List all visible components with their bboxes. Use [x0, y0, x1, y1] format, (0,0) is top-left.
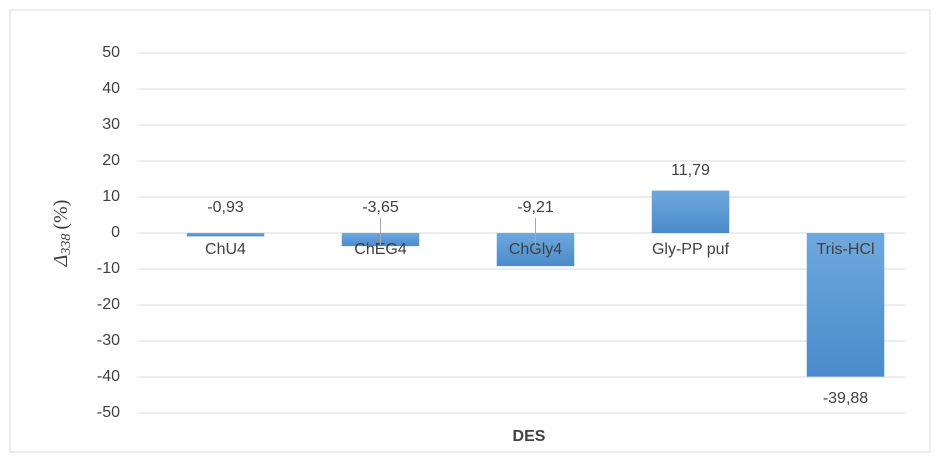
- y-tick-label: -30: [97, 332, 120, 349]
- y-label-subscript: 338: [59, 234, 74, 256]
- value-label: 11,79: [671, 162, 710, 179]
- x-tick-label: ChU4: [205, 241, 246, 258]
- value-label: -3,65: [362, 199, 399, 216]
- y-tick-label: -20: [97, 296, 120, 313]
- y-label-symbol: Δ: [50, 255, 72, 268]
- y-tick-label: 0: [111, 224, 120, 241]
- y-tick-label: -50: [97, 404, 120, 421]
- x-tick-label: ChGly4: [509, 241, 562, 258]
- chart-border: [9, 9, 931, 453]
- bar: [651, 190, 730, 233]
- bar: [186, 233, 265, 237]
- x-axis-label: DES: [513, 428, 546, 445]
- value-label: -0,93: [207, 199, 244, 216]
- y-tick-label: -10: [97, 260, 120, 277]
- y-tick-label: -40: [97, 368, 120, 385]
- x-tick-label: ChEG4: [354, 241, 407, 258]
- y-axis-label: Δ338 (%): [50, 200, 75, 268]
- y-tick-label: 30: [102, 116, 120, 133]
- bar: [806, 233, 885, 377]
- x-tick-label: Gly-PP puf: [652, 241, 730, 258]
- y-tick-label: 10: [102, 188, 120, 205]
- y-tick-label: 50: [102, 44, 120, 61]
- value-label: -9,21: [517, 199, 554, 216]
- y-tick-label: 20: [102, 152, 120, 169]
- y-label-unit: (%): [50, 200, 72, 230]
- value-label: -39,88: [823, 390, 868, 407]
- x-tick-label: Tris-HCl: [816, 241, 874, 258]
- y-tick-label: 40: [102, 80, 120, 97]
